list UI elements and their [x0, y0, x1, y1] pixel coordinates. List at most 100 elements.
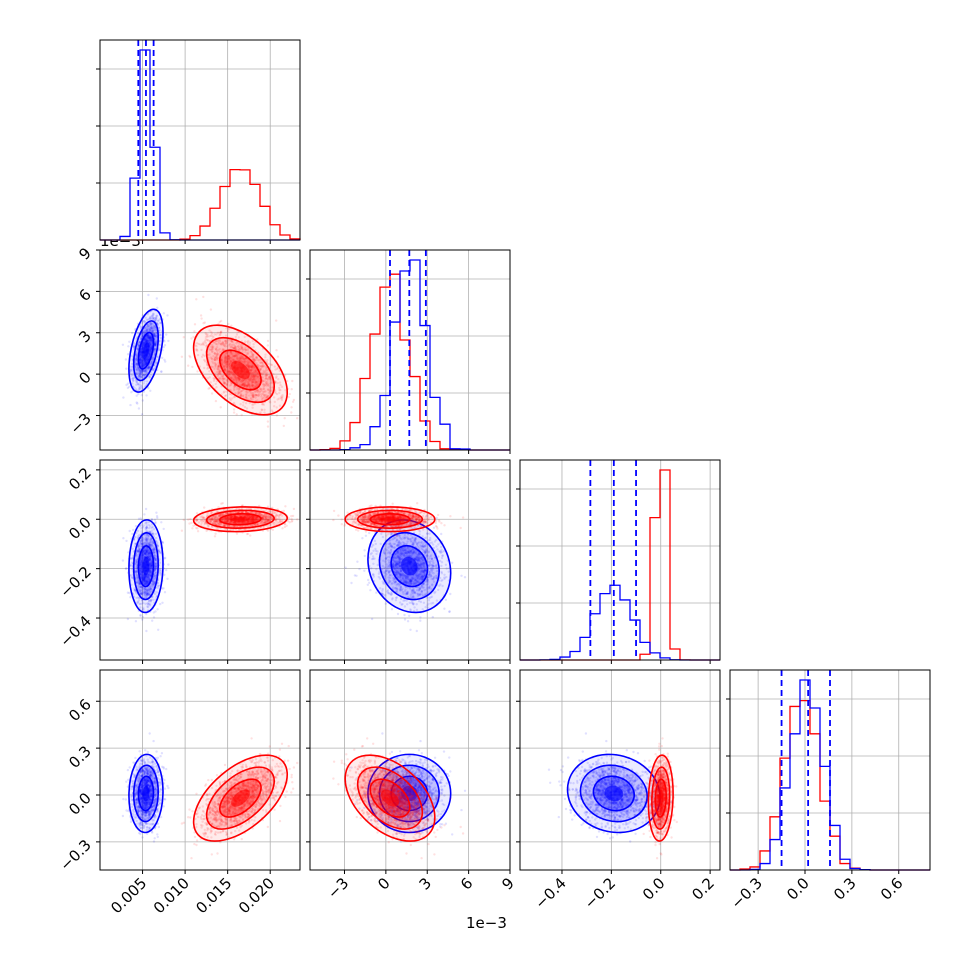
blue-sample-point [135, 362, 138, 366]
red-sample-point [253, 370, 256, 374]
red-sample-point [219, 333, 222, 336]
blue-sample-point [146, 359, 149, 363]
red-sample-point [195, 345, 198, 348]
red-sample-point [202, 341, 205, 344]
blue-sample-point [139, 363, 142, 366]
red-sample-point [225, 363, 229, 366]
blue-sample-point [154, 325, 157, 329]
blue-sample-point [152, 332, 155, 335]
red-sample-point [221, 375, 225, 378]
red-sample-point [283, 417, 286, 420]
blue-sample-point [142, 330, 145, 334]
blue-sample-point [148, 338, 151, 342]
red-sample-point [228, 392, 231, 396]
blue-sample-point [142, 341, 145, 344]
blue-sample-point [142, 390, 146, 393]
blue-sample-point [141, 333, 144, 336]
red-sample-point [222, 381, 226, 384]
red-sample-point [254, 370, 258, 373]
blue-sample-point [137, 383, 140, 386]
blue-sample-point [139, 362, 142, 365]
red-sample-point [266, 394, 269, 398]
red-sample-point [290, 388, 293, 391]
blue-sample-point [166, 314, 169, 317]
blue-sample-point [148, 350, 151, 353]
blue-sample-point [149, 341, 152, 345]
red-sample-point [190, 337, 193, 340]
blue-sample-point [148, 337, 152, 340]
red-sample-point [230, 371, 233, 374]
blue-sample-point [147, 358, 150, 362]
red-sample-point [253, 366, 256, 369]
blue-sample-point [147, 356, 150, 359]
blue-sample-point [148, 327, 151, 331]
blue-sample-point [153, 336, 157, 339]
blue-sample-point [136, 366, 139, 369]
blue-sample-point [151, 330, 154, 334]
red-sample-point [240, 380, 243, 383]
blue-sample-point [122, 396, 125, 399]
red-sample-point [232, 343, 235, 346]
blue-sample-point [151, 356, 155, 359]
blue-sample-point [135, 381, 138, 384]
blue-sample-point [140, 350, 144, 353]
blue-sample-point [147, 357, 150, 360]
blue-sample-point [147, 368, 151, 371]
blue-sample-point [148, 323, 152, 326]
blue-sample-point [143, 361, 147, 365]
blue-sample-point [153, 348, 156, 351]
blue-sample-point [148, 349, 152, 352]
red-sample-point [223, 381, 226, 385]
blue-sample-point [148, 342, 151, 345]
blue-sample-point [146, 357, 150, 361]
red-sample-point [246, 361, 250, 364]
red-sample-point [245, 385, 249, 388]
red-sample-point [216, 367, 219, 370]
panel-frame [99, 39, 301, 241]
red-sample-point [263, 384, 266, 387]
blue-sample-point [146, 358, 149, 361]
red-sample-point [232, 354, 235, 358]
blue-sample-point [138, 341, 141, 344]
blue-sample-point [128, 529, 131, 533]
blue-sample-point [142, 363, 145, 366]
blue-sample-point [149, 336, 152, 339]
red-sample-point [288, 392, 291, 396]
blue-sample-point [139, 361, 143, 364]
blue-sample-point [147, 356, 151, 359]
blue-sample-point [147, 366, 151, 369]
red-sample-point [260, 408, 264, 412]
blue-sample-point [152, 327, 155, 330]
blue-sample-point [149, 346, 153, 350]
blue-sample-point [143, 359, 147, 363]
red-sample-point [211, 347, 214, 350]
red-sample-point [225, 358, 228, 362]
red-sample-point [229, 345, 232, 348]
blue-sample-point [147, 366, 150, 369]
blue-sample-point [140, 325, 143, 329]
blue-sample-point [153, 347, 157, 350]
blue-sample-point [143, 380, 146, 383]
blue-sample-point [146, 367, 150, 370]
red-sample-point [269, 376, 272, 379]
blue-sample-point [152, 318, 155, 321]
red-sample-point [263, 390, 266, 393]
red-sample-point [220, 319, 223, 323]
red-sample-point [223, 381, 227, 384]
blue-sample-point [146, 358, 149, 362]
red-sample-point [212, 341, 215, 344]
blue-sample-point [145, 329, 148, 332]
blue-sample-point [156, 319, 160, 322]
red-sample-point [250, 371, 253, 374]
red-sample-point [202, 295, 205, 299]
blue-sample-point [150, 322, 153, 326]
blue-sample-point [127, 385, 131, 388]
blue-sample-point [150, 325, 153, 329]
red-sample-point [216, 343, 219, 346]
red-sample-point [237, 379, 241, 383]
red-sample-point [197, 342, 201, 346]
blue-sample-point [155, 511, 158, 514]
red-sample-point [250, 366, 254, 369]
red-sample-point [261, 396, 265, 400]
blue-sample-point [144, 338, 148, 342]
